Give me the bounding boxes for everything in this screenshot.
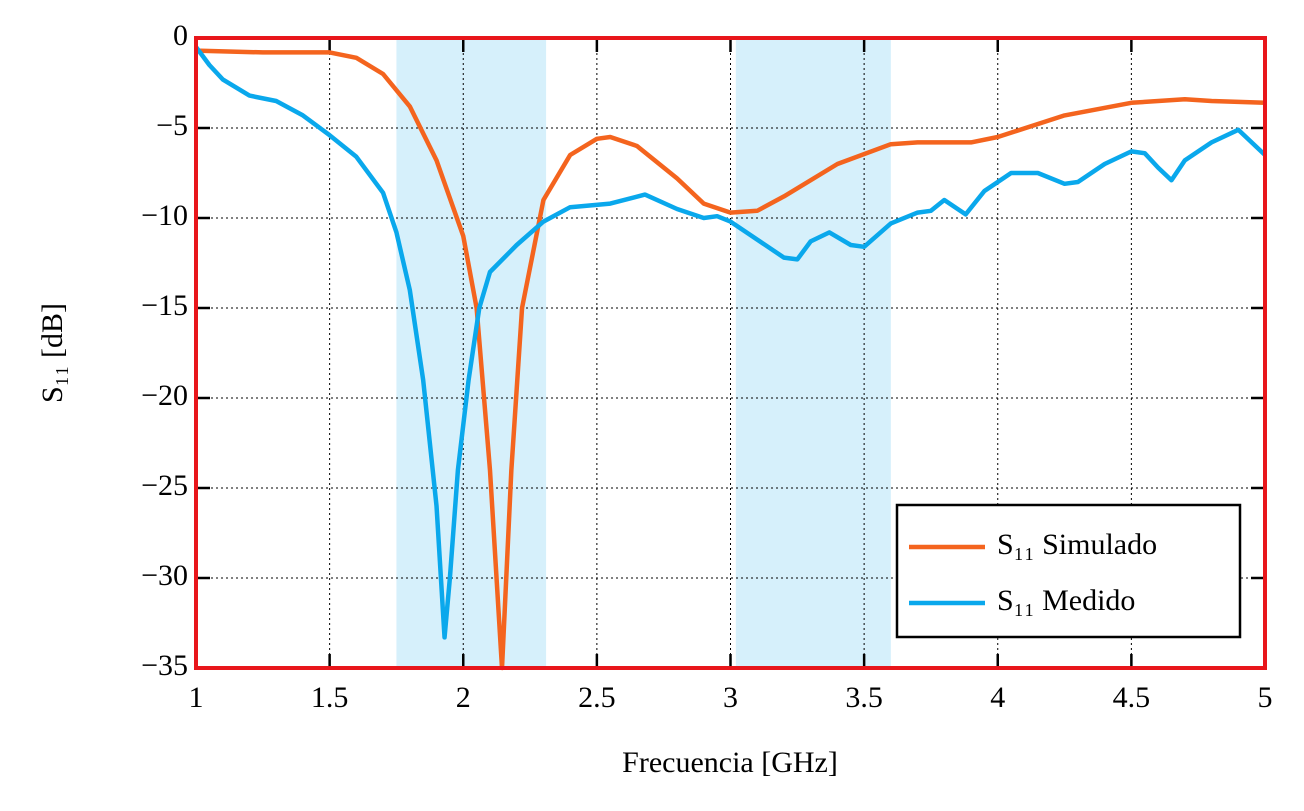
legend-box xyxy=(895,503,1242,639)
y-tick-label: −30 xyxy=(141,559,188,592)
x-tick-label: 1 xyxy=(189,681,204,714)
y-tick-label: −25 xyxy=(141,469,188,502)
x-tick-label: 4.5 xyxy=(1113,681,1151,714)
y-tick-label: −10 xyxy=(141,199,188,232)
x-tick-label: 2 xyxy=(456,681,471,714)
x-tick-label: 1.5 xyxy=(311,681,349,714)
data-line xyxy=(195,48,1266,671)
y-tick-label: −35 xyxy=(141,649,188,682)
legend-label: S₁₁ Medido xyxy=(997,584,1135,617)
y-tick-label: −5 xyxy=(156,109,188,142)
y-tick-label: −20 xyxy=(141,379,188,412)
y-axis-label: S₁₁ [dB] xyxy=(36,303,69,403)
x-tick-label: 2.5 xyxy=(578,681,616,714)
legend: S₁₁ Simulado S₁₁ Medido xyxy=(895,503,1242,639)
plot-frame xyxy=(194,36,1267,670)
y-tick-label: −15 xyxy=(141,289,188,322)
shaded-band xyxy=(735,38,891,668)
x-tick-label: 3.5 xyxy=(845,681,883,714)
data-line xyxy=(194,45,1267,640)
legend-label: S₁₁ Simulado xyxy=(997,528,1157,561)
x-tick-label: 5 xyxy=(1258,681,1273,714)
x-axis-label: Frecuencia [GHz] xyxy=(622,746,838,779)
x-tick-label: 4 xyxy=(990,681,1005,714)
x-tick-label: 3 xyxy=(723,681,738,714)
y-tick-label: 0 xyxy=(173,19,188,52)
